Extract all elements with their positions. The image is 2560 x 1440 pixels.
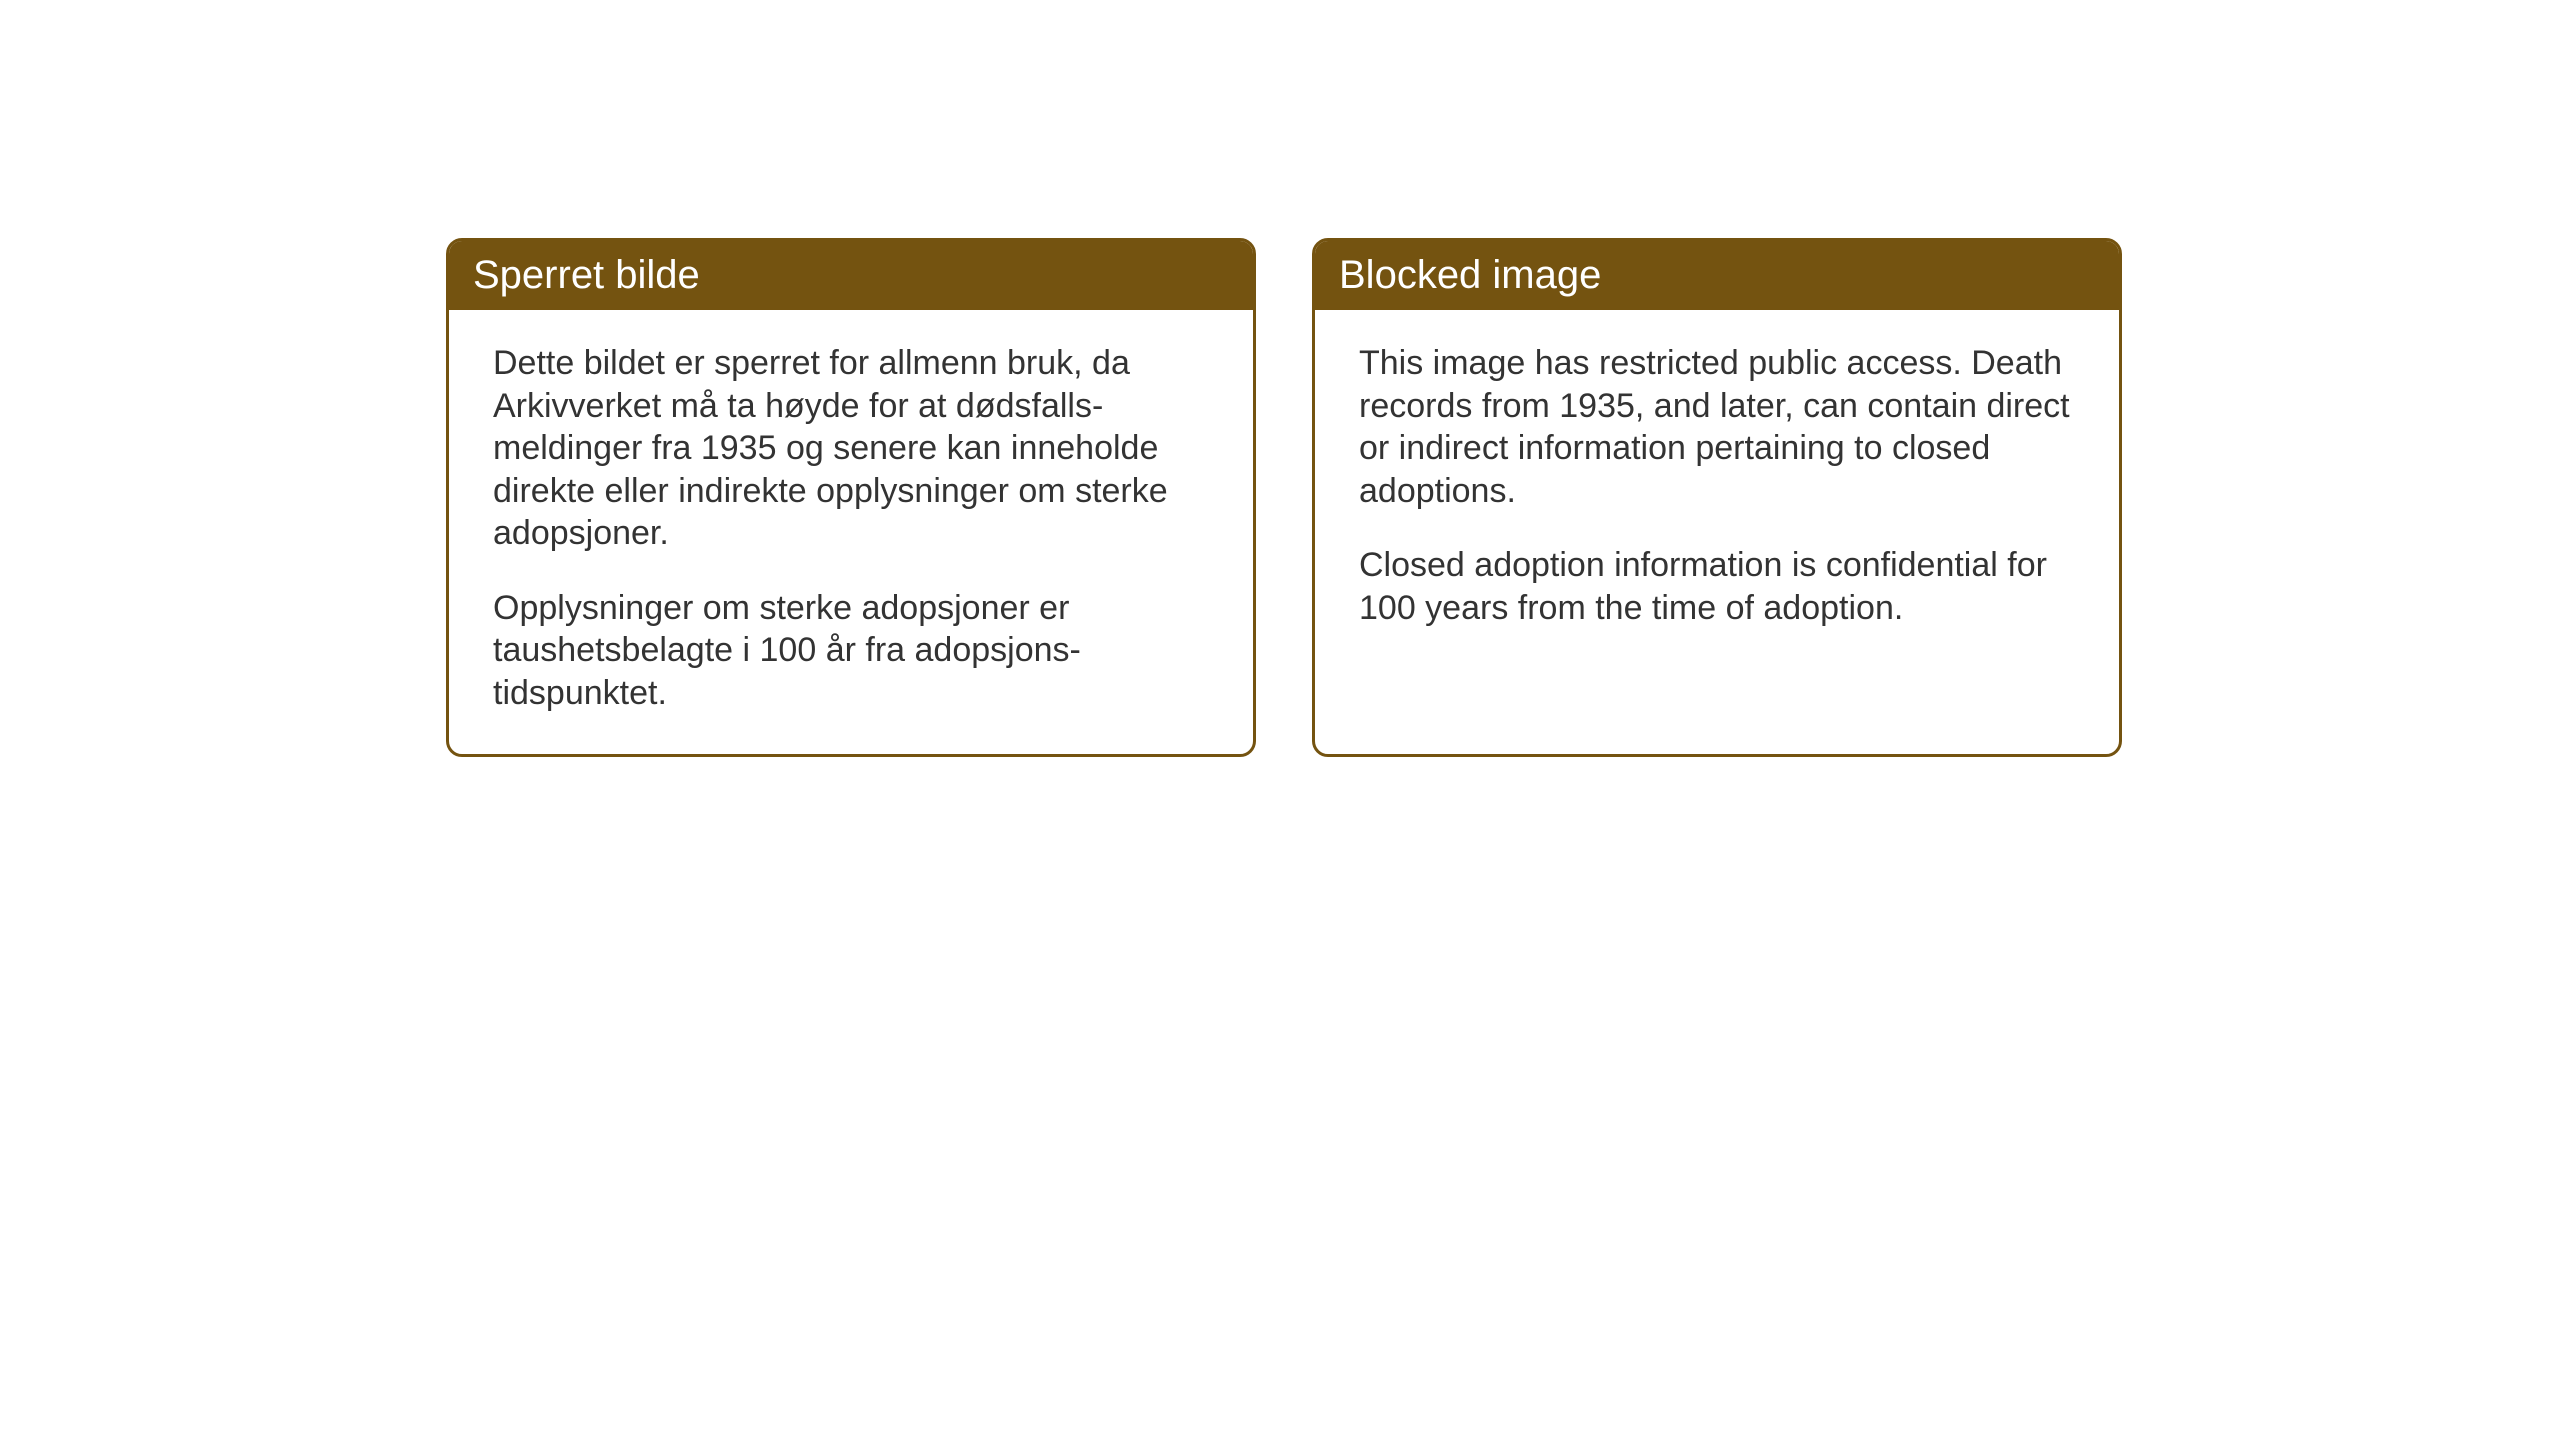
card-header-english: Blocked image: [1315, 241, 2119, 310]
card-title-english: Blocked image: [1339, 253, 1601, 297]
card-header-norwegian: Sperret bilde: [449, 241, 1253, 310]
notice-card-norwegian: Sperret bilde Dette bildet er sperret fo…: [446, 238, 1256, 757]
card-paragraph-2-norwegian: Opplysninger om sterke adopsjoner er tau…: [493, 587, 1209, 715]
notice-card-english: Blocked image This image has restricted …: [1312, 238, 2122, 757]
card-body-norwegian: Dette bildet er sperret for allmenn bruk…: [449, 310, 1253, 754]
card-paragraph-1-english: This image has restricted public access.…: [1359, 342, 2075, 512]
card-paragraph-1-norwegian: Dette bildet er sperret for allmenn bruk…: [493, 342, 1209, 555]
card-paragraph-2-english: Closed adoption information is confident…: [1359, 544, 2075, 629]
notice-container: Sperret bilde Dette bildet er sperret fo…: [446, 238, 2122, 757]
card-title-norwegian: Sperret bilde: [473, 253, 700, 297]
card-body-english: This image has restricted public access.…: [1315, 310, 2119, 669]
